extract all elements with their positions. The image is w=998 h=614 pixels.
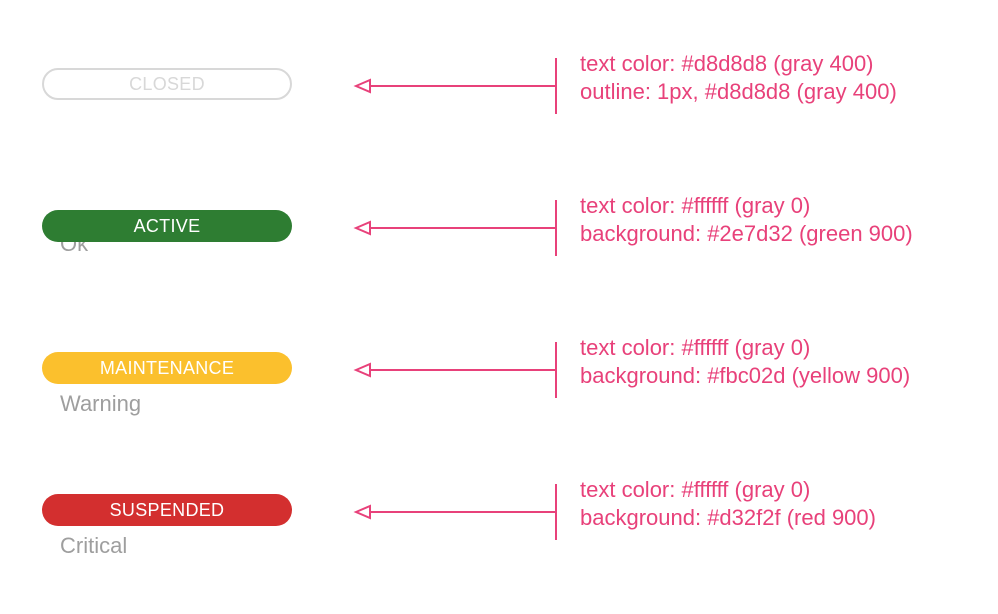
arrow-left-icon — [353, 484, 557, 540]
spec-background: background: #fbc02d (yellow 900) — [580, 363, 911, 388]
spec-text-color: text color: #ffffff (gray 0) — [580, 477, 811, 502]
spec-text-color: text color: #d8d8d8 (gray 400) — [580, 51, 874, 76]
spec-background: background: #2e7d32 (green 900) — [580, 221, 913, 246]
status-row-maintenance: MAINTENANCE Warning text color: #ffffff … — [0, 284, 998, 416]
spec-background: background: #d32f2f (red 900) — [580, 505, 876, 530]
status-sub-label-warning: Warning — [60, 391, 142, 416]
status-badge-suspended: SUSPENDED — [42, 494, 292, 526]
arrow-left-icon — [353, 342, 557, 398]
arrow-left-icon — [353, 58, 557, 114]
status-row-active: Ok ACTIVE text color: #ffffff (gray 0) b… — [0, 142, 998, 272]
spec-text-color: text color: #ffffff (gray 0) — [580, 193, 811, 218]
spec-outline: outline: 1px, #d8d8d8 (gray 400) — [580, 79, 897, 104]
spec-annotation-maintenance: text color: #ffffff (gray 0) background:… — [580, 334, 910, 390]
status-row-suspended: SUSPENDED Critical text color: #ffffff (… — [0, 426, 998, 558]
spec-annotation-closed: text color: #d8d8d8 (gray 400) outline: … — [580, 50, 897, 106]
status-badge-maintenance: MAINTENANCE — [42, 352, 292, 384]
status-badge-active: ACTIVE — [42, 210, 292, 242]
spec-text-color: text color: #ffffff (gray 0) — [580, 335, 811, 360]
status-badge-closed: CLOSED — [42, 68, 292, 100]
spec-annotation-active: text color: #ffffff (gray 0) background:… — [580, 192, 913, 248]
arrow-left-icon — [353, 200, 557, 256]
status-sub-label-critical: Critical — [60, 533, 128, 558]
spec-annotation-suspended: text color: #ffffff (gray 0) background:… — [580, 476, 876, 532]
status-row-closed: CLOSED text color: #d8d8d8 (gray 400) ou… — [0, 0, 998, 130]
